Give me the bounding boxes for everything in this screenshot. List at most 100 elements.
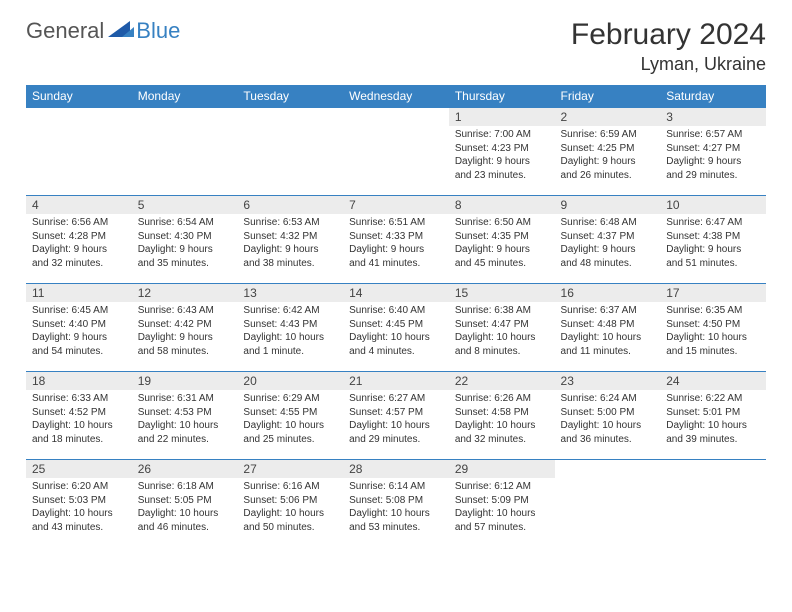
day-number: 6 [237, 196, 343, 214]
calendar-cell [237, 108, 343, 196]
day-body: Sunrise: 6:42 AMSunset: 4:43 PMDaylight:… [237, 302, 343, 362]
day-number: 3 [660, 108, 766, 126]
header: General Blue February 2024 Lyman, Ukrain… [26, 18, 766, 75]
day-body: Sunrise: 6:37 AMSunset: 4:48 PMDaylight:… [555, 302, 661, 362]
day-number: 20 [237, 372, 343, 390]
day-of-week-header: Saturday [660, 85, 766, 108]
calendar-cell [26, 108, 132, 196]
calendar-cell: 1Sunrise: 7:00 AMSunset: 4:23 PMDaylight… [449, 108, 555, 196]
calendar-cell: 16Sunrise: 6:37 AMSunset: 4:48 PMDayligh… [555, 284, 661, 372]
day-number: 26 [132, 460, 238, 478]
calendar-cell: 4Sunrise: 6:56 AMSunset: 4:28 PMDaylight… [26, 196, 132, 284]
day-of-week-header: Monday [132, 85, 238, 108]
day-number: 7 [343, 196, 449, 214]
logo-text-blue: Blue [136, 18, 180, 44]
day-number: 18 [26, 372, 132, 390]
calendar-cell: 21Sunrise: 6:27 AMSunset: 4:57 PMDayligh… [343, 372, 449, 460]
day-of-week-header: Friday [555, 85, 661, 108]
day-body: Sunrise: 6:40 AMSunset: 4:45 PMDaylight:… [343, 302, 449, 362]
calendar-cell [555, 460, 661, 548]
day-body: Sunrise: 6:54 AMSunset: 4:30 PMDaylight:… [132, 214, 238, 274]
day-of-week-header: Thursday [449, 85, 555, 108]
calendar-row: 1Sunrise: 7:00 AMSunset: 4:23 PMDaylight… [26, 108, 766, 196]
calendar-cell: 19Sunrise: 6:31 AMSunset: 4:53 PMDayligh… [132, 372, 238, 460]
day-body: Sunrise: 6:53 AMSunset: 4:32 PMDaylight:… [237, 214, 343, 274]
day-body: Sunrise: 6:29 AMSunset: 4:55 PMDaylight:… [237, 390, 343, 450]
calendar-cell: 27Sunrise: 6:16 AMSunset: 5:06 PMDayligh… [237, 460, 343, 548]
day-body: Sunrise: 6:12 AMSunset: 5:09 PMDaylight:… [449, 478, 555, 538]
day-body: Sunrise: 6:16 AMSunset: 5:06 PMDaylight:… [237, 478, 343, 538]
day-number: 21 [343, 372, 449, 390]
days-of-week-row: SundayMondayTuesdayWednesdayThursdayFrid… [26, 85, 766, 108]
day-number: 25 [26, 460, 132, 478]
calendar-cell [660, 460, 766, 548]
day-number: 4 [26, 196, 132, 214]
calendar-row: 25Sunrise: 6:20 AMSunset: 5:03 PMDayligh… [26, 460, 766, 548]
day-number: 1 [449, 108, 555, 126]
calendar-cell: 26Sunrise: 6:18 AMSunset: 5:05 PMDayligh… [132, 460, 238, 548]
calendar-cell: 29Sunrise: 6:12 AMSunset: 5:09 PMDayligh… [449, 460, 555, 548]
day-body: Sunrise: 6:56 AMSunset: 4:28 PMDaylight:… [26, 214, 132, 274]
calendar-cell: 9Sunrise: 6:48 AMSunset: 4:37 PMDaylight… [555, 196, 661, 284]
day-number: 5 [132, 196, 238, 214]
calendar-cell: 10Sunrise: 6:47 AMSunset: 4:38 PMDayligh… [660, 196, 766, 284]
day-number: 27 [237, 460, 343, 478]
logo-text-general: General [26, 18, 104, 44]
calendar-cell: 12Sunrise: 6:43 AMSunset: 4:42 PMDayligh… [132, 284, 238, 372]
calendar-cell: 6Sunrise: 6:53 AMSunset: 4:32 PMDaylight… [237, 196, 343, 284]
calendar-cell: 7Sunrise: 6:51 AMSunset: 4:33 PMDaylight… [343, 196, 449, 284]
calendar-cell: 2Sunrise: 6:59 AMSunset: 4:25 PMDaylight… [555, 108, 661, 196]
calendar-cell: 18Sunrise: 6:33 AMSunset: 4:52 PMDayligh… [26, 372, 132, 460]
day-body: Sunrise: 6:22 AMSunset: 5:01 PMDaylight:… [660, 390, 766, 450]
day-number: 17 [660, 284, 766, 302]
calendar-cell: 15Sunrise: 6:38 AMSunset: 4:47 PMDayligh… [449, 284, 555, 372]
day-body: Sunrise: 6:24 AMSunset: 5:00 PMDaylight:… [555, 390, 661, 450]
calendar-cell: 11Sunrise: 6:45 AMSunset: 4:40 PMDayligh… [26, 284, 132, 372]
day-body: Sunrise: 6:47 AMSunset: 4:38 PMDaylight:… [660, 214, 766, 274]
day-number: 15 [449, 284, 555, 302]
day-body: Sunrise: 6:18 AMSunset: 5:05 PMDaylight:… [132, 478, 238, 538]
day-body: Sunrise: 6:26 AMSunset: 4:58 PMDaylight:… [449, 390, 555, 450]
logo: General Blue [26, 18, 180, 44]
day-number: 28 [343, 460, 449, 478]
day-number: 2 [555, 108, 661, 126]
day-body: Sunrise: 6:31 AMSunset: 4:53 PMDaylight:… [132, 390, 238, 450]
calendar-row: 4Sunrise: 6:56 AMSunset: 4:28 PMDaylight… [26, 196, 766, 284]
calendar-cell: 22Sunrise: 6:26 AMSunset: 4:58 PMDayligh… [449, 372, 555, 460]
calendar-cell [132, 108, 238, 196]
calendar-cell: 14Sunrise: 6:40 AMSunset: 4:45 PMDayligh… [343, 284, 449, 372]
calendar-row: 11Sunrise: 6:45 AMSunset: 4:40 PMDayligh… [26, 284, 766, 372]
day-number: 9 [555, 196, 661, 214]
logo-triangle-icon [108, 19, 134, 44]
day-number: 11 [26, 284, 132, 302]
day-number: 12 [132, 284, 238, 302]
calendar-cell [343, 108, 449, 196]
day-body: Sunrise: 6:50 AMSunset: 4:35 PMDaylight:… [449, 214, 555, 274]
calendar-cell: 3Sunrise: 6:57 AMSunset: 4:27 PMDaylight… [660, 108, 766, 196]
calendar-cell: 25Sunrise: 6:20 AMSunset: 5:03 PMDayligh… [26, 460, 132, 548]
day-number: 13 [237, 284, 343, 302]
day-of-week-header: Tuesday [237, 85, 343, 108]
day-body: Sunrise: 6:14 AMSunset: 5:08 PMDaylight:… [343, 478, 449, 538]
day-body: Sunrise: 6:27 AMSunset: 4:57 PMDaylight:… [343, 390, 449, 450]
month-title: February 2024 [571, 18, 766, 52]
location: Lyman, Ukraine [571, 54, 766, 75]
title-block: February 2024 Lyman, Ukraine [571, 18, 766, 75]
calendar-cell: 17Sunrise: 6:35 AMSunset: 4:50 PMDayligh… [660, 284, 766, 372]
calendar-body: 1Sunrise: 7:00 AMSunset: 4:23 PMDaylight… [26, 108, 766, 548]
day-number: 22 [449, 372, 555, 390]
calendar-cell: 20Sunrise: 6:29 AMSunset: 4:55 PMDayligh… [237, 372, 343, 460]
day-number: 10 [660, 196, 766, 214]
day-body: Sunrise: 6:38 AMSunset: 4:47 PMDaylight:… [449, 302, 555, 362]
day-number: 19 [132, 372, 238, 390]
calendar-cell: 5Sunrise: 6:54 AMSunset: 4:30 PMDaylight… [132, 196, 238, 284]
day-body: Sunrise: 6:51 AMSunset: 4:33 PMDaylight:… [343, 214, 449, 274]
day-body: Sunrise: 6:43 AMSunset: 4:42 PMDaylight:… [132, 302, 238, 362]
calendar-row: 18Sunrise: 6:33 AMSunset: 4:52 PMDayligh… [26, 372, 766, 460]
calendar-table: SundayMondayTuesdayWednesdayThursdayFrid… [26, 85, 766, 548]
calendar-cell: 28Sunrise: 6:14 AMSunset: 5:08 PMDayligh… [343, 460, 449, 548]
day-number: 8 [449, 196, 555, 214]
day-of-week-header: Wednesday [343, 85, 449, 108]
calendar-cell: 13Sunrise: 6:42 AMSunset: 4:43 PMDayligh… [237, 284, 343, 372]
calendar-cell: 23Sunrise: 6:24 AMSunset: 5:00 PMDayligh… [555, 372, 661, 460]
